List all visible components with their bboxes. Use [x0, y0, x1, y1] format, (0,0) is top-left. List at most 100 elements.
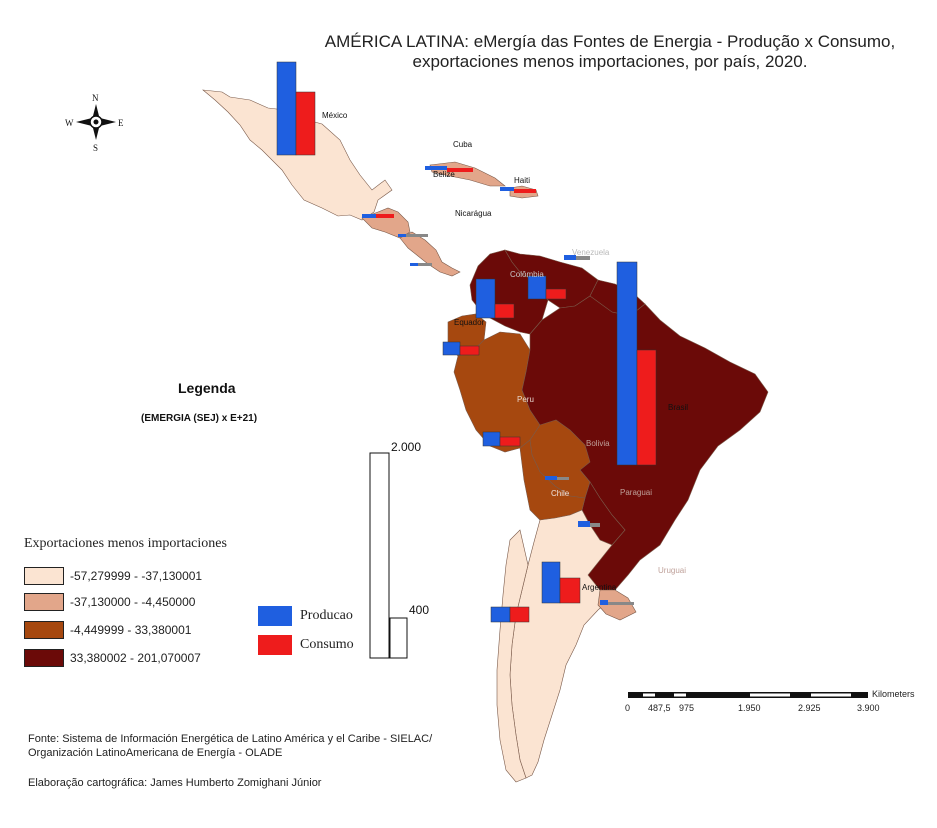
- label-ecuador: Equador: [454, 318, 485, 327]
- label-paraguai: Paraguai: [620, 488, 652, 497]
- bar-uruguai-prod: [600, 600, 608, 605]
- scale-tick-5: 3.900: [857, 703, 880, 713]
- bar-mexico-prod: [276, 61, 297, 156]
- country-chile-south: [496, 529, 529, 783]
- label-brasil: Brasil: [668, 403, 688, 412]
- label-mexico: México: [322, 111, 348, 120]
- legend-consumo: Consumo: [258, 634, 354, 656]
- bar-ca1-cons: [376, 214, 394, 218]
- choropleth-class-1: -57,279999 - -37,130001: [24, 566, 202, 586]
- bar-haiti-cons: [514, 189, 536, 193]
- bar-paraguai-prod: [578, 521, 590, 527]
- bar-chile-cons: [557, 477, 569, 480]
- source-credit: Elaboração cartográfica: James Humberto …: [28, 777, 322, 789]
- bar-colombia-cons: [545, 288, 567, 300]
- bar-venezuela-cons: [576, 256, 590, 260]
- country-central-america: [399, 231, 461, 277]
- label-venezuela: Venezuela: [572, 248, 610, 257]
- consumo-label: Consumo: [300, 637, 354, 652]
- consumo-swatch: [258, 635, 292, 655]
- size-bar-small: [389, 617, 408, 659]
- bar-venezuela-prod: [564, 255, 576, 260]
- bar-peru-cons: [499, 436, 521, 447]
- country-chile: [519, 439, 586, 521]
- bar-colombia-west-prod: [475, 278, 496, 319]
- bar-peru-prod: [482, 431, 501, 447]
- legend-title: Legenda: [178, 380, 236, 396]
- legend-producao: Producao: [258, 605, 353, 627]
- bar-argentina-prod: [541, 561, 561, 604]
- choropleth-class-3: -4,449999 - 33,380001: [24, 620, 191, 640]
- scale-tick-4: 2.925: [798, 703, 821, 713]
- bar-ca2-prod: [398, 234, 406, 237]
- bar-brasil-prod: [616, 261, 638, 466]
- country-labels: México Cuba Belize Haiti Nicarágua Venez…: [322, 111, 688, 592]
- choropleth-class-2: -37,130000 - -4,450000: [24, 592, 195, 612]
- producao-label: Producao: [300, 608, 353, 623]
- compass-w: W: [65, 118, 74, 128]
- country-argentina: [509, 509, 613, 779]
- size-label-large: 2.000: [391, 440, 422, 454]
- small-bars: [362, 166, 634, 605]
- bar-ca3-cons: [418, 263, 432, 266]
- compass-n: N: [92, 93, 99, 103]
- bar-size-legend: [369, 452, 408, 659]
- bar-cuba-cons: [447, 168, 473, 172]
- label-argentina: Argentina: [582, 583, 617, 592]
- size-label-small: 400: [409, 603, 430, 617]
- source-line-1: Fonte: Sistema de Información Energética…: [28, 733, 433, 745]
- swatch-class-3: [24, 621, 64, 639]
- bar-mexico-cons: [295, 91, 316, 156]
- label-haiti: Haiti: [514, 176, 530, 185]
- choropleth-class-2-label: -37,130000 - -4,450000: [70, 595, 196, 609]
- scale-unit: Kilometers: [872, 689, 915, 699]
- bar-colombia-west-cons: [494, 303, 515, 319]
- choropleth-legend-title: Exportaciones menos importaciones: [24, 536, 227, 551]
- choropleth-class-4: 33,380002 - 201,070007: [24, 648, 201, 668]
- label-colombia: Colômbia: [510, 270, 544, 279]
- scale-tick-2: 975: [679, 703, 695, 713]
- swatch-class-4: [24, 649, 64, 667]
- bar-uruguai-cons: [608, 602, 634, 605]
- label-chile: Chile: [551, 489, 570, 498]
- swatch-class-1: [24, 567, 64, 585]
- title-line-2: exportaciones menos importaciones, por p…: [412, 52, 808, 71]
- bar-chile-south-prod: [490, 606, 511, 623]
- label-uruguai: Uruguai: [658, 566, 686, 575]
- choropleth-class-1-label: -57,279999 - -37,130001: [70, 569, 203, 583]
- producao-swatch: [258, 606, 292, 626]
- compass-s: S: [93, 143, 98, 153]
- bar-colombia-prod: [527, 275, 547, 300]
- bar-paraguai-cons: [590, 523, 600, 527]
- bar-argentina-cons: [559, 577, 581, 604]
- bar-haiti-prod: [500, 187, 514, 191]
- label-cuba: Cuba: [453, 140, 473, 149]
- bar-ca2-cons: [406, 234, 428, 237]
- scale-tick-0: 0: [625, 703, 631, 713]
- title-line-1: AMÉRICA LATINA: eMergía das Fontes de En…: [324, 32, 896, 51]
- label-belize: Belize: [433, 170, 455, 179]
- bar-ecuador-prod: [442, 341, 461, 356]
- source-line-2: Organización LatinoAmericana de Energía …: [28, 747, 283, 759]
- swatch-class-2: [24, 593, 64, 611]
- map-title: AMÉRICA LATINA: eMergía das Fontes de En…: [300, 32, 920, 72]
- scale-tick-3: 1.950: [738, 703, 761, 713]
- choropleth-class-4-label: 33,380002 - 201,070007: [70, 651, 201, 665]
- scale-tick-1: 487,5: [648, 703, 671, 713]
- legend-unit: (EMERGIA (SEJ) x E+21): [141, 413, 258, 424]
- compass-rose-icon: N S E W: [65, 93, 124, 153]
- label-nicaragua: Nicarágua: [455, 209, 492, 218]
- scale-bar: [628, 692, 868, 698]
- bar-ca1-prod: [362, 214, 376, 218]
- bar-chile-prod: [545, 476, 557, 480]
- bar-brasil-cons: [636, 349, 657, 466]
- compass-e: E: [118, 118, 124, 128]
- country-bars: [276, 61, 657, 623]
- label-peru: Peru: [517, 395, 534, 404]
- label-bolivia: Bolivia: [586, 439, 610, 448]
- bar-ca3-prod: [410, 263, 418, 266]
- choropleth-class-3-label: -4,449999 - 33,380001: [70, 623, 192, 637]
- bar-chile-south-cons: [509, 606, 530, 623]
- bar-cuba-prod: [425, 166, 447, 170]
